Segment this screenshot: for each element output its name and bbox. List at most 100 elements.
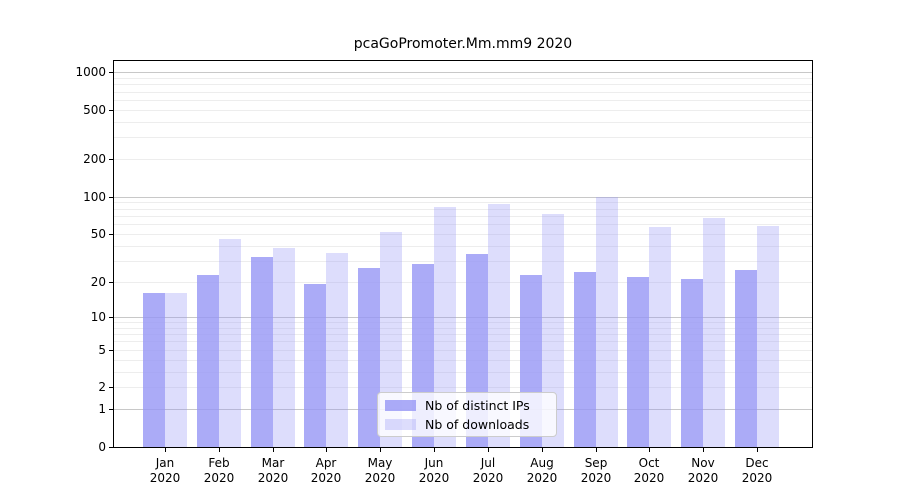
bar-distinct-ips-may — [358, 268, 380, 447]
x-tick-label: Jul 2020 — [472, 456, 504, 485]
gridline — [114, 110, 812, 111]
legend-item-distinct-ips: Nb of distinct IPs — [385, 397, 556, 413]
gridline — [114, 137, 812, 138]
y-tick-label: 10 — [90, 310, 106, 324]
x-tick-label: Apr 2020 — [310, 456, 342, 485]
y-tick — [109, 197, 114, 198]
x-tick-label: May 2020 — [364, 456, 396, 485]
x-tick — [757, 448, 758, 452]
gridline — [114, 84, 812, 85]
x-tick — [703, 448, 704, 452]
x-tick — [542, 448, 543, 452]
bar-downloads-apr — [326, 253, 348, 447]
x-tick-label: Dec 2020 — [741, 456, 773, 485]
bar-distinct-ips-sep — [574, 272, 596, 447]
bar-downloads-dec — [757, 226, 779, 447]
gridline — [114, 234, 812, 235]
x-tick-label: Mar 2020 — [257, 456, 289, 485]
bar-distinct-ips-mar — [251, 257, 273, 447]
y-tick-label: 0 — [98, 440, 106, 454]
x-tick — [273, 448, 274, 452]
gridline — [114, 360, 812, 361]
gridline — [114, 334, 812, 335]
x-tick-label: Aug 2020 — [526, 456, 558, 485]
x-tick — [165, 448, 166, 452]
bar-distinct-ips-jan — [143, 293, 165, 447]
gridline — [114, 246, 812, 247]
gridline — [114, 328, 812, 329]
chart-title: pcaGoPromoter.Mm.mm9 2020 — [353, 36, 573, 52]
bar-distinct-ips-dec — [735, 270, 757, 447]
x-tick — [488, 448, 489, 452]
bar-downloads-jan — [165, 293, 187, 447]
gridline — [114, 78, 812, 79]
bar-distinct-ips-apr — [304, 284, 326, 447]
gridline — [114, 387, 812, 388]
y-tick-label: 1000 — [75, 65, 106, 79]
gridline — [114, 216, 812, 217]
legend: Nb of distinct IPs Nb of downloads — [377, 392, 557, 437]
gridline — [114, 72, 812, 73]
bar-downloads-aug — [542, 214, 564, 447]
y-tick-label: 200 — [83, 152, 106, 166]
gridline — [114, 159, 812, 160]
gridline — [114, 224, 812, 225]
gridline — [114, 202, 812, 203]
gridline — [114, 209, 812, 210]
y-tick — [109, 282, 114, 283]
plot-area — [113, 60, 813, 448]
y-tick-label: 50 — [90, 227, 106, 241]
bar-downloads-mar — [273, 248, 295, 447]
x-tick — [326, 448, 327, 452]
bar-downloads-jun — [434, 207, 456, 447]
bar-distinct-ips-feb — [197, 275, 219, 447]
gridline — [114, 92, 812, 93]
y-tick-label: 100 — [83, 190, 106, 204]
y-tick-label: 5 — [98, 343, 106, 357]
bar-downloads-nov — [703, 218, 725, 447]
bar-distinct-ips-nov — [681, 279, 703, 447]
gridline — [114, 197, 812, 198]
gridline — [114, 372, 812, 373]
y-tick — [109, 409, 114, 410]
gridline — [114, 350, 812, 351]
bar-downloads-oct — [649, 227, 671, 447]
gridline — [114, 261, 812, 262]
x-tick — [434, 448, 435, 452]
legend-item-downloads: Nb of downloads — [385, 416, 556, 432]
legend-label-downloads: Nb of downloads — [425, 416, 530, 432]
gridline — [114, 282, 812, 283]
gridline — [114, 322, 812, 323]
y-tick — [109, 234, 114, 235]
x-tick-label: Sep 2020 — [580, 456, 612, 485]
y-tick — [109, 317, 114, 318]
y-tick — [109, 72, 114, 73]
legend-swatch-downloads — [385, 418, 416, 430]
gridline — [114, 341, 812, 342]
y-tick-label: 20 — [90, 275, 106, 289]
bar-downloads-feb — [219, 239, 241, 447]
x-tick-label: Nov 2020 — [687, 456, 719, 485]
y-tick — [109, 447, 114, 448]
y-tick — [109, 350, 114, 351]
bar-downloads-sep — [596, 197, 618, 447]
y-tick-label: 1 — [98, 402, 106, 416]
legend-label-distinct-ips: Nb of distinct IPs — [425, 397, 530, 413]
x-tick — [649, 448, 650, 452]
y-tick — [109, 159, 114, 160]
x-tick-label: Jan 2020 — [149, 456, 181, 485]
bar-downloads-jul — [488, 204, 510, 447]
x-tick — [596, 448, 597, 452]
legend-swatch-distinct-ips — [385, 399, 416, 411]
gridline — [114, 122, 812, 123]
gridline — [114, 100, 812, 101]
y-tick — [109, 110, 114, 111]
gridline — [114, 317, 812, 318]
y-tick-label: 2 — [98, 380, 106, 394]
x-tick — [380, 448, 381, 452]
x-tick — [219, 448, 220, 452]
bar-distinct-ips-oct — [627, 277, 649, 447]
y-tick-label: 500 — [83, 103, 106, 117]
y-tick — [109, 387, 114, 388]
